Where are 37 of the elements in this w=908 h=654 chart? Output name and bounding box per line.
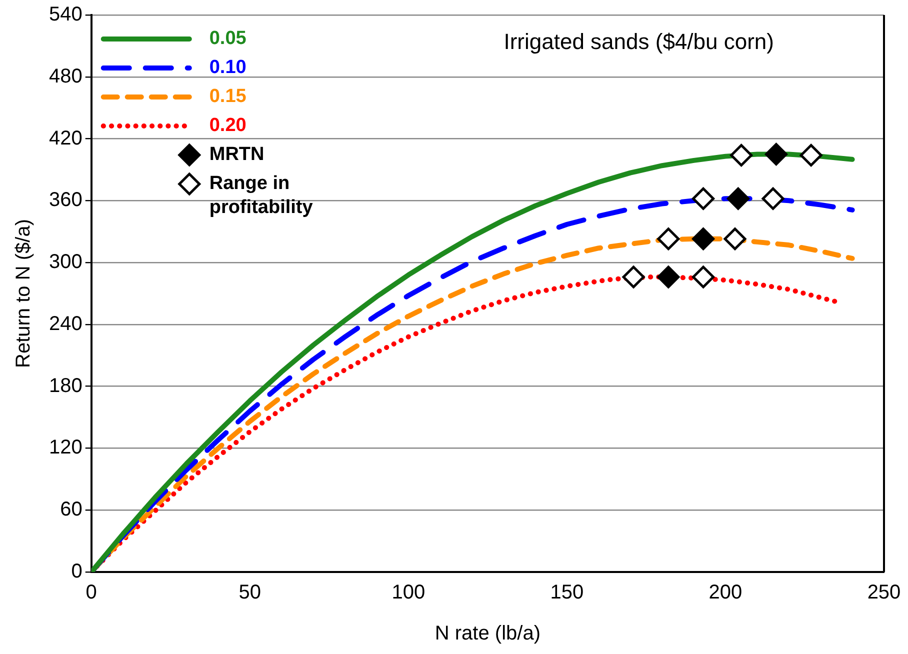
legend-label: 0.10 (209, 57, 246, 78)
x-tick-label: 50 (238, 582, 262, 604)
y-tick-label: 420 (48, 127, 82, 150)
x-axis-title: N rate (lb/a) (434, 622, 540, 645)
y-tick-label: 240 (48, 312, 82, 335)
point (657, 266, 680, 288)
legend-label: 0.15 (209, 86, 247, 108)
y-tick-label: 300 (48, 251, 82, 274)
y-tick-label: 0 (71, 560, 82, 583)
point (726, 187, 750, 210)
legend-label: 0.05 (209, 28, 247, 50)
legend-label: MRTN (209, 144, 264, 166)
point (622, 266, 645, 288)
legend-label: Range in profitability (209, 173, 314, 218)
x-tick-label: 0 (86, 582, 97, 604)
point (692, 228, 715, 250)
y-tick-label: 360 (48, 189, 82, 212)
point (730, 144, 753, 167)
point (762, 187, 784, 210)
point (692, 187, 715, 210)
point (724, 228, 746, 250)
x-tick-label: 200 (708, 582, 742, 604)
y-tick-label: 480 (48, 65, 82, 88)
point (764, 143, 788, 166)
y-tick-label: 120 (48, 436, 82, 459)
point (692, 266, 715, 288)
y-tick-label: 60 (60, 498, 82, 521)
point (800, 144, 822, 167)
y-axis-title: Return to N ($/a) (12, 219, 35, 368)
text: Irrigated sands ($4/bu corn) (504, 29, 774, 54)
point (657, 228, 680, 250)
legend-label: 0.20 (209, 115, 246, 136)
x-tick-label: 100 (392, 582, 426, 604)
x-tick-label: 250 (867, 582, 901, 604)
y-tick-label: 180 (48, 374, 82, 397)
x-tick-label: 150 (550, 582, 584, 604)
y-tick-label: 540 (48, 4, 82, 26)
